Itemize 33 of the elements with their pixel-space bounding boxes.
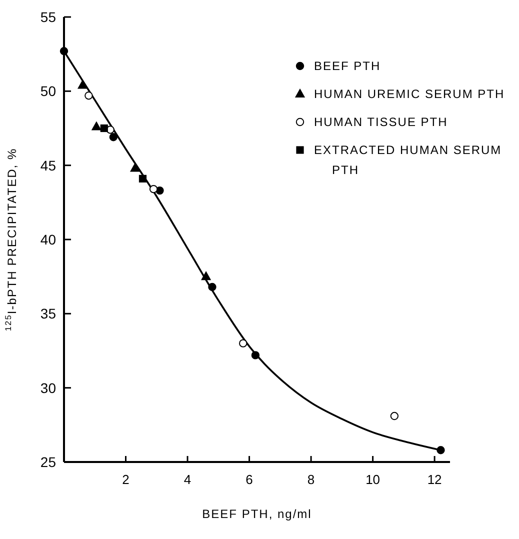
y-tick-label: 40 <box>40 232 56 248</box>
point <box>100 124 108 132</box>
point <box>130 163 140 172</box>
x-tick-label: 6 <box>246 472 253 487</box>
point <box>390 412 399 420</box>
point <box>84 92 93 100</box>
point <box>138 174 147 182</box>
y-tick-label: 35 <box>40 306 56 322</box>
y-tick-label: 25 <box>40 454 56 470</box>
x-axis-title: BEEF PTH, ng/ml <box>202 507 312 521</box>
y-tick-label: 45 <box>40 157 56 174</box>
y-tick-label: 50 <box>40 83 56 100</box>
point <box>60 47 68 56</box>
point <box>436 446 445 454</box>
y-tick-label: 30 <box>40 380 56 396</box>
x-tick-label: 2 <box>122 472 130 487</box>
legend-label: HUMAN UREMIC SERUM PTH <box>314 87 505 101</box>
x-tick-label: 4 <box>184 472 192 487</box>
point <box>239 339 248 348</box>
point <box>201 272 211 280</box>
point <box>92 122 102 130</box>
legend-label: EXTRACTED HUMAN SERUM PTH <box>314 143 502 177</box>
point <box>149 184 158 194</box>
legend-label: HUMAN TISSUE PTH <box>314 115 448 129</box>
x-tick-label: 8 <box>307 472 315 487</box>
x-tick-label: 12 <box>427 472 442 487</box>
y-tick-label: 55 <box>40 9 56 25</box>
point <box>109 133 118 142</box>
legend-label: BEEF PTH <box>314 59 381 73</box>
point <box>251 351 260 360</box>
point <box>78 80 88 89</box>
x-tick-label: 10 <box>366 472 380 487</box>
point <box>208 282 216 292</box>
